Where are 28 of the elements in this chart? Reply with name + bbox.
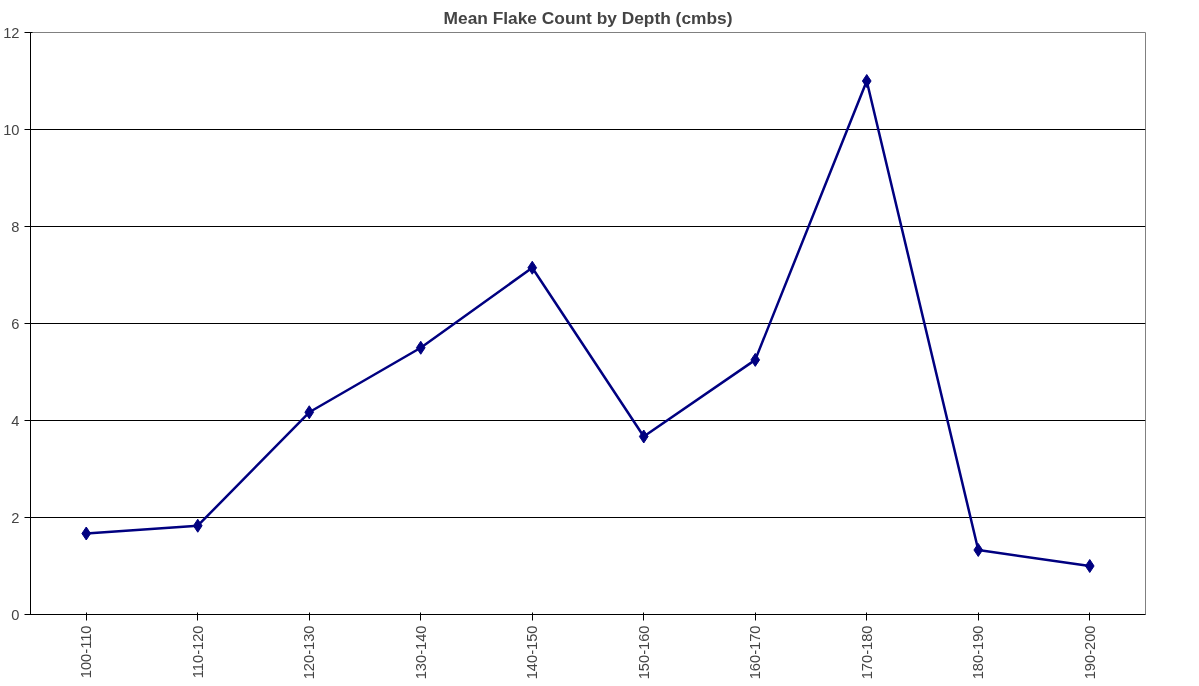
x-tick-label: 180-190: [970, 625, 987, 680]
x-tick-label: 130-140: [412, 625, 429, 680]
y-tick-label: 6: [11, 315, 20, 332]
x-tick-label: 170-180: [858, 625, 875, 680]
y-tick-label: 10: [3, 121, 20, 138]
y-tick-label: 0: [11, 606, 20, 623]
point: [527, 260, 538, 275]
point: [861, 74, 872, 88]
point: [973, 542, 984, 557]
point: [1084, 559, 1095, 573]
point: [304, 405, 315, 420]
y-tick-label: 8: [11, 218, 20, 235]
point: [192, 518, 203, 533]
point: [415, 340, 426, 355]
point: [638, 429, 649, 444]
x-tick-label: 110-120: [189, 625, 206, 679]
x-tick-label: 100-110: [78, 625, 95, 679]
chart-title: Mean Flake Count by Depth (cmbs): [443, 7, 733, 28]
point: [750, 352, 761, 367]
x-tick-label: 150-160: [635, 625, 652, 680]
y-tick-label: 4: [11, 412, 20, 429]
point: [81, 526, 92, 541]
y-tick-label: 12: [3, 24, 20, 41]
x-tick-label: 120-130: [301, 625, 318, 680]
x-tick-label: 160-170: [747, 625, 764, 680]
x-tick-label: 190-200: [1081, 625, 1098, 680]
y-tick-label: 2: [11, 509, 20, 526]
x-tick-label: 140-150: [524, 625, 541, 680]
